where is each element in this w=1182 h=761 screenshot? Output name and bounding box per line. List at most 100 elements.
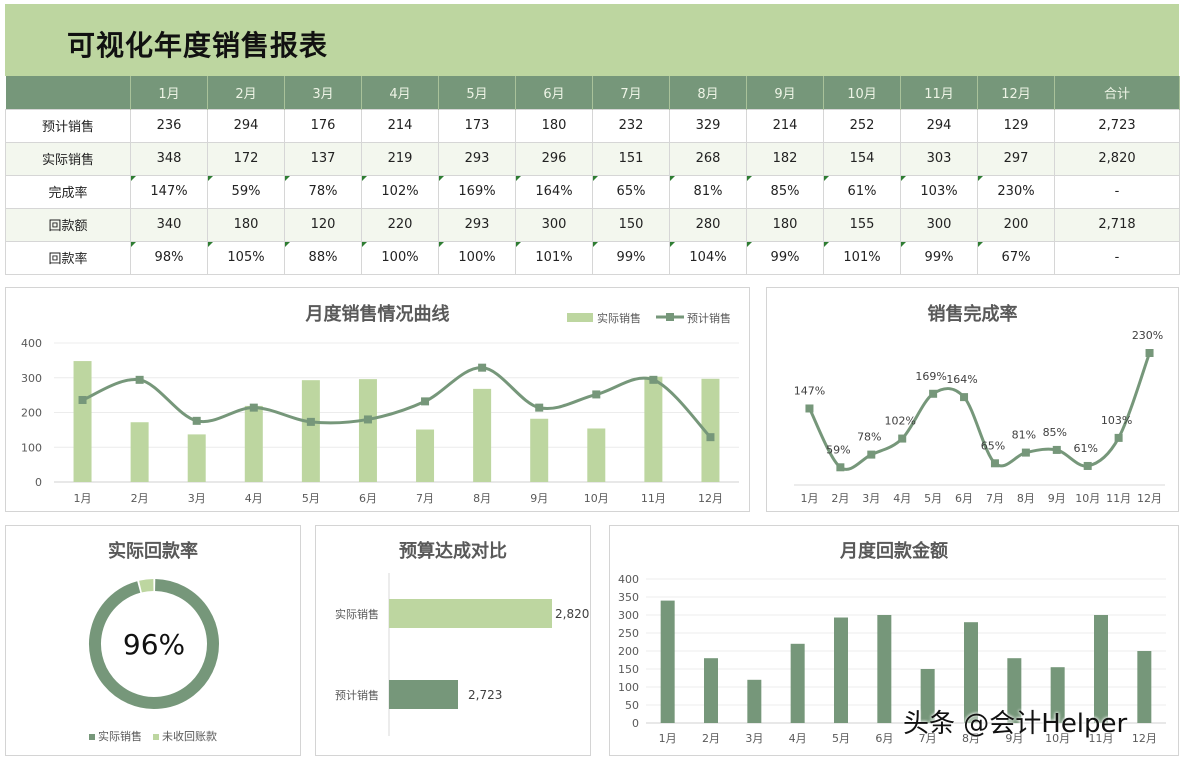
line-marker[interactable] xyxy=(836,463,845,472)
table-cell[interactable]: 348 xyxy=(130,141,208,176)
collection-bar[interactable] xyxy=(920,669,935,723)
collection-bar[interactable] xyxy=(790,643,805,723)
table-cell[interactable]: 294 xyxy=(207,108,285,143)
bar-actual-sales[interactable] xyxy=(187,434,206,482)
line-marker[interactable] xyxy=(1021,448,1030,457)
collection-bar[interactable] xyxy=(1007,658,1022,723)
table-cell[interactable]: 81% xyxy=(669,174,747,209)
bar-actual-sales[interactable] xyxy=(73,361,92,482)
table-cell[interactable]: 155 xyxy=(823,207,901,242)
bar-actual-sales[interactable] xyxy=(358,379,377,482)
table-cell[interactable]: 180 xyxy=(515,108,593,143)
line-marker[interactable] xyxy=(192,416,201,425)
table-cell[interactable]: 268 xyxy=(669,141,747,176)
table-cell[interactable]: 67% xyxy=(977,240,1055,275)
collection-bar[interactable] xyxy=(1094,615,1108,723)
table-cell[interactable]: 300 xyxy=(900,207,978,242)
table-cell[interactable]: 78% xyxy=(284,174,362,209)
bar-actual-sales[interactable] xyxy=(587,428,606,482)
table-cell[interactable]: 200 xyxy=(977,207,1055,242)
bar-actual-sales[interactable] xyxy=(644,376,663,482)
bar-actual-sales[interactable] xyxy=(130,422,149,482)
bar-actual-sales[interactable] xyxy=(244,405,263,482)
table-cell[interactable]: 104% xyxy=(669,240,747,275)
bar-actual-sales[interactable] xyxy=(301,380,320,482)
table-cell[interactable]: 220 xyxy=(361,207,439,242)
collection-bar[interactable] xyxy=(704,658,718,723)
total-cell[interactable]: 2,718 xyxy=(1054,207,1180,242)
bar-actual-sales[interactable] xyxy=(416,429,435,482)
table-cell[interactable]: 102% xyxy=(361,174,439,209)
line-marker[interactable] xyxy=(706,433,715,442)
total-cell[interactable]: 2,820 xyxy=(1054,141,1180,176)
table-cell[interactable]: 100% xyxy=(438,240,516,275)
table-cell[interactable]: 59% xyxy=(207,174,285,209)
table-cell[interactable]: 300 xyxy=(515,207,593,242)
table-cell[interactable]: 99% xyxy=(592,240,670,275)
line-marker[interactable] xyxy=(535,403,544,412)
budget-bar[interactable] xyxy=(389,680,458,709)
line-marker[interactable] xyxy=(135,375,144,384)
table-cell[interactable]: 293 xyxy=(438,141,516,176)
line-marker[interactable] xyxy=(990,459,999,468)
table-cell[interactable]: 180 xyxy=(746,207,824,242)
table-cell[interactable]: 293 xyxy=(438,207,516,242)
table-cell[interactable]: 173 xyxy=(438,108,516,143)
table-cell[interactable]: 61% xyxy=(823,174,901,209)
table-cell[interactable]: 129 xyxy=(977,108,1055,143)
total-cell[interactable]: - xyxy=(1054,240,1180,275)
table-cell[interactable]: 151 xyxy=(592,141,670,176)
line-marker[interactable] xyxy=(898,434,907,443)
table-cell[interactable]: 176 xyxy=(284,108,362,143)
budget-bar[interactable] xyxy=(389,599,552,628)
table-cell[interactable]: 88% xyxy=(284,240,362,275)
collection-bar[interactable] xyxy=(877,615,892,723)
table-cell[interactable]: 169% xyxy=(438,174,516,209)
line-marker[interactable] xyxy=(363,415,372,424)
total-cell[interactable]: - xyxy=(1054,174,1180,209)
table-cell[interactable]: 105% xyxy=(207,240,285,275)
table-cell[interactable]: 65% xyxy=(592,174,670,209)
table-cell[interactable]: 180 xyxy=(207,207,285,242)
collection-bar[interactable] xyxy=(834,617,848,723)
table-cell[interactable]: 154 xyxy=(823,141,901,176)
table-cell[interactable]: 150 xyxy=(592,207,670,242)
bar-actual-sales[interactable] xyxy=(701,378,720,482)
table-cell[interactable]: 303 xyxy=(900,141,978,176)
collection-bar[interactable] xyxy=(964,622,978,723)
line-marker[interactable] xyxy=(867,450,876,459)
line-marker[interactable] xyxy=(421,397,430,406)
table-cell[interactable]: 340 xyxy=(130,207,208,242)
doughnut-slice[interactable] xyxy=(139,579,154,593)
table-cell[interactable]: 101% xyxy=(823,240,901,275)
bar-actual-sales[interactable] xyxy=(530,418,549,482)
table-cell[interactable]: 98% xyxy=(130,240,208,275)
table-cell[interactable]: 172 xyxy=(207,141,285,176)
table-cell[interactable]: 219 xyxy=(361,141,439,176)
table-cell[interactable]: 214 xyxy=(746,108,824,143)
collection-bar[interactable] xyxy=(660,600,675,723)
table-cell[interactable]: 329 xyxy=(669,108,747,143)
table-cell[interactable]: 214 xyxy=(361,108,439,143)
line-marker[interactable] xyxy=(649,375,658,384)
table-cell[interactable]: 85% xyxy=(746,174,824,209)
table-cell[interactable]: 296 xyxy=(515,141,593,176)
line-marker[interactable] xyxy=(306,417,315,426)
table-cell[interactable]: 101% xyxy=(515,240,593,275)
line-marker[interactable] xyxy=(592,390,601,399)
table-cell[interactable]: 182 xyxy=(746,141,824,176)
table-cell[interactable]: 232 xyxy=(592,108,670,143)
collection-bar[interactable] xyxy=(1137,651,1152,723)
table-cell[interactable]: 103% xyxy=(900,174,978,209)
collection-bar[interactable] xyxy=(747,679,762,723)
doughnut-slice[interactable] xyxy=(89,579,219,709)
line-marker[interactable] xyxy=(478,363,487,372)
total-cell[interactable]: 2,723 xyxy=(1054,108,1180,143)
table-cell[interactable]: 99% xyxy=(746,240,824,275)
line-marker[interactable] xyxy=(1083,461,1092,470)
table-cell[interactable]: 164% xyxy=(515,174,593,209)
table-cell[interactable]: 137 xyxy=(284,141,362,176)
table-cell[interactable]: 100% xyxy=(361,240,439,275)
line-marker[interactable] xyxy=(1145,349,1154,357)
table-cell[interactable]: 230% xyxy=(977,174,1055,209)
